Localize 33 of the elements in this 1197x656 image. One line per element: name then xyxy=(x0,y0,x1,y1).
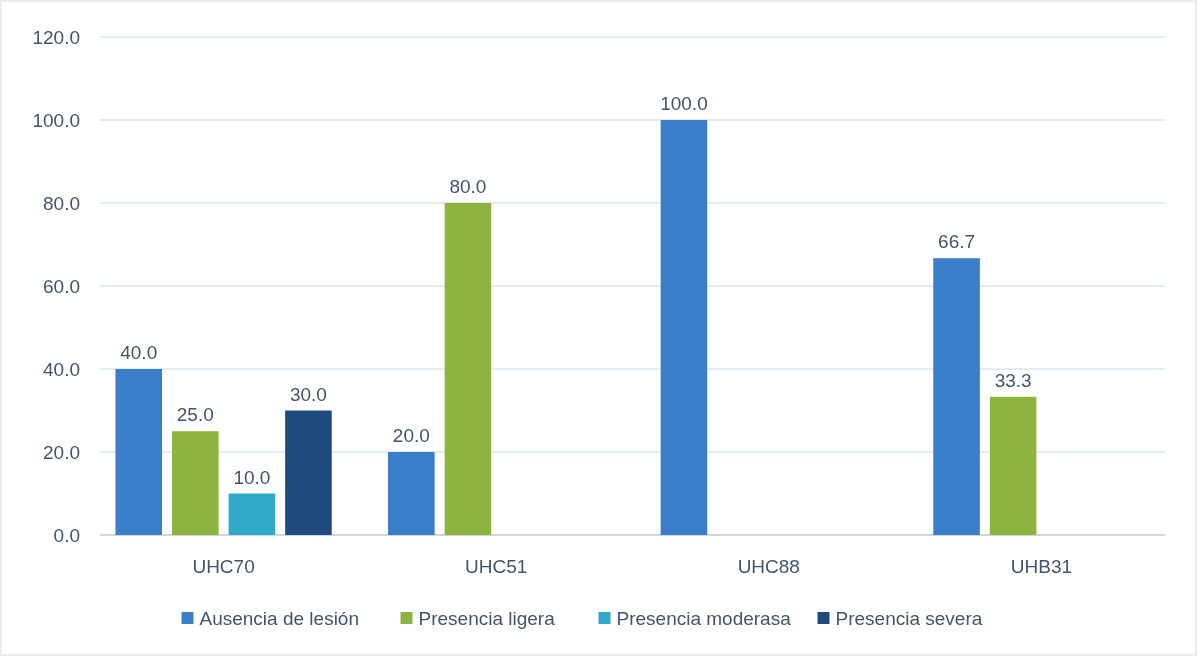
data-label: 30.0 xyxy=(289,383,327,405)
y-tick-label: 40.0 xyxy=(43,358,80,380)
data-label: 100.0 xyxy=(660,93,708,114)
legend-label: Presencia moderasa xyxy=(616,607,792,629)
data-label: 80.0 xyxy=(449,176,487,197)
y-tick-label: 100.0 xyxy=(32,109,80,131)
bar xyxy=(933,258,980,535)
data-label: 25.0 xyxy=(176,404,214,426)
bar xyxy=(444,203,492,535)
bar xyxy=(285,410,332,535)
bar xyxy=(660,120,708,535)
bar xyxy=(228,493,276,535)
bar xyxy=(172,431,219,535)
x-tick-label: UHC88 xyxy=(737,556,800,577)
bar xyxy=(388,452,435,535)
y-tick-label: 0.0 xyxy=(53,524,80,546)
y-tick-label: 60.0 xyxy=(43,275,80,297)
data-label: 66.7 xyxy=(938,231,976,253)
x-tick-label: UHB31 xyxy=(1010,556,1073,577)
bar xyxy=(989,396,1037,535)
y-tick-label: 120.0 xyxy=(32,26,80,48)
x-tick-label: UHC51 xyxy=(465,556,528,577)
data-label: 33.3 xyxy=(994,369,1032,391)
y-tick-label: 20.0 xyxy=(43,441,80,463)
data-label: 10.0 xyxy=(233,466,271,488)
data-label: 40.0 xyxy=(120,342,158,363)
x-tick-label: UHC70 xyxy=(192,556,255,577)
data-label: 20.0 xyxy=(392,425,430,446)
bar xyxy=(115,369,163,535)
y-tick-label: 80.0 xyxy=(43,192,80,214)
legend-label: Ausencia de lesión xyxy=(199,607,359,629)
legend-label: Presencia ligera xyxy=(418,607,556,629)
legend-label: Presencia severa xyxy=(835,607,983,629)
